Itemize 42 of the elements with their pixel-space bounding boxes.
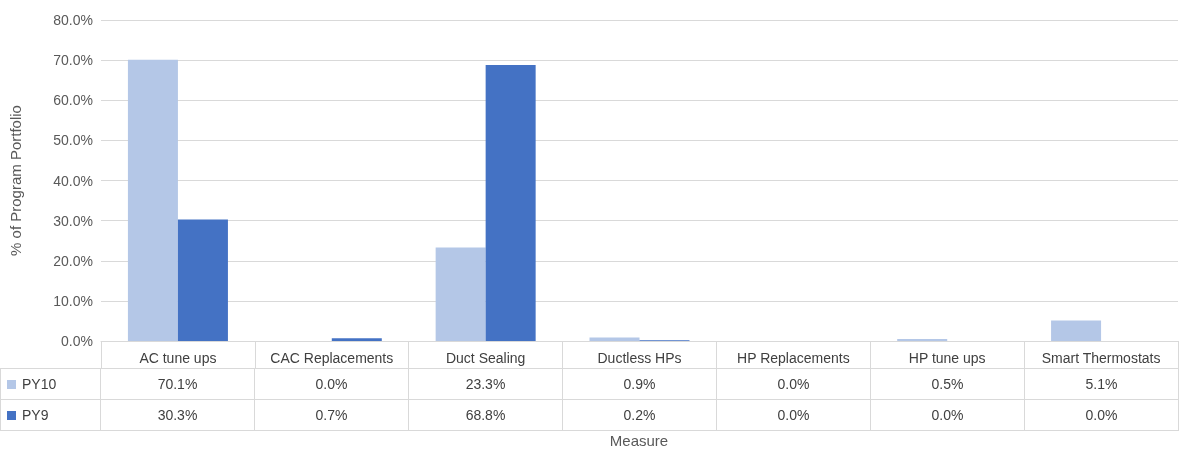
legend-label: PY10: [0, 368, 101, 400]
y-tick-label: 40.0%: [53, 172, 93, 189]
bar: [127, 59, 178, 341]
y-tick-label: 70.0%: [53, 52, 93, 69]
data-label: 5.1%: [1024, 368, 1179, 400]
y-tick-label: 10.0%: [53, 292, 93, 309]
x-tick-label: HP tune ups: [908, 350, 986, 366]
data-label: 0.7%: [254, 399, 409, 431]
data-label: 23.3%: [408, 368, 563, 400]
y-tick-label: 50.0%: [53, 132, 93, 149]
data-label: 70.1%: [100, 368, 255, 400]
y-tick-label: 30.0%: [53, 212, 93, 229]
data-label: 0.2%: [562, 399, 717, 431]
bar: [435, 247, 486, 341]
y-tick-label: 0.0%: [61, 333, 93, 349]
y-tick-label: 80.0%: [53, 12, 93, 28]
data-label: 0.0%: [870, 399, 1025, 431]
data-label: 0.0%: [1024, 399, 1179, 431]
x-axis-title: Measure: [608, 432, 670, 449]
bar: [897, 338, 948, 341]
x-tick-label: CAC Replacements: [270, 350, 394, 366]
data-label: 0.0%: [716, 368, 871, 400]
x-tick-label: Ductless HPs: [597, 350, 682, 366]
x-tick-label: Smart Thermostats: [1041, 350, 1161, 366]
y-axis-title: % of Program Portfolio: [7, 105, 24, 256]
data-label: 0.0%: [716, 399, 871, 431]
bar: [177, 219, 228, 341]
y-tick-label: 20.0%: [53, 252, 93, 269]
bar: [1051, 320, 1102, 341]
bar: [589, 337, 640, 341]
data-label: 0.5%: [870, 368, 1025, 400]
data-label: 0.9%: [562, 368, 717, 400]
data-label: 30.3%: [100, 399, 255, 431]
data-label: 0.0%: [254, 368, 409, 400]
data-label: 68.8%: [408, 399, 563, 431]
x-tick-label: Duct Sealing: [445, 350, 526, 366]
x-tick-label: AC tune ups: [139, 350, 217, 366]
bar: [485, 64, 536, 341]
legend-label: PY9: [0, 399, 101, 431]
y-tick-label: 60.0%: [53, 92, 93, 109]
bar: [331, 338, 382, 341]
x-tick-label: HP Replacements: [737, 350, 850, 366]
